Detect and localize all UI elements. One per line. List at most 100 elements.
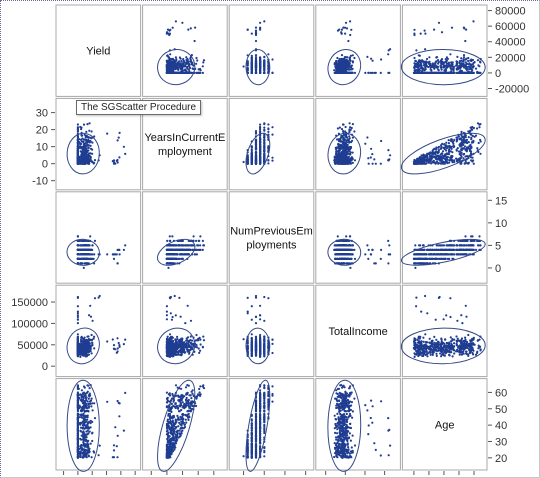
data-point (347, 68, 350, 71)
data-point (168, 71, 172, 74)
data-point (76, 155, 79, 158)
data-point (250, 59, 253, 63)
data-point (116, 248, 119, 251)
data-point (341, 150, 344, 153)
data-point (84, 136, 87, 139)
points (412, 20, 482, 74)
data-point (453, 71, 456, 74)
data-point (199, 67, 202, 71)
points (165, 20, 206, 74)
tick-label: -20000 (495, 84, 529, 96)
data-point (172, 59, 175, 63)
data-point (435, 60, 438, 63)
data-point (177, 71, 180, 74)
data-point (459, 71, 462, 74)
data-point (414, 160, 417, 164)
data-point (89, 235, 92, 238)
data-point (182, 58, 185, 61)
data-point (254, 148, 258, 151)
data-point (337, 149, 340, 152)
data-point (462, 56, 466, 59)
data-point (437, 146, 440, 149)
data-point (90, 137, 93, 140)
data-point (338, 139, 341, 143)
data-point (76, 127, 79, 130)
data-point (353, 71, 357, 74)
data-point (263, 129, 266, 132)
data-point (446, 64, 449, 67)
data-point (267, 64, 270, 67)
data-point (79, 138, 82, 141)
data-point (165, 60, 168, 63)
data-point (431, 160, 434, 163)
data-point (177, 66, 180, 69)
data-point (86, 150, 89, 154)
data-point (471, 156, 474, 159)
data-point (445, 62, 449, 65)
data-point (254, 69, 258, 72)
data-point (263, 69, 266, 72)
data-point (259, 59, 262, 63)
data-point (199, 248, 202, 251)
cell-frame (228, 4, 315, 97)
data-point (340, 152, 343, 156)
data-point (106, 253, 109, 256)
data-point (246, 162, 249, 165)
data-point (453, 159, 456, 162)
data-point (263, 71, 266, 74)
data-point (463, 152, 466, 156)
data-point (344, 135, 347, 138)
data-point (175, 59, 178, 62)
data-point (379, 71, 382, 74)
data-point (187, 28, 190, 31)
data-point (336, 161, 339, 164)
data-point (335, 59, 338, 63)
data-point (267, 130, 270, 133)
data-point (451, 151, 454, 154)
data-point (345, 56, 349, 59)
data-point (440, 158, 443, 161)
data-point (87, 146, 90, 149)
data-point (259, 161, 262, 164)
data-point (118, 253, 121, 256)
data-point (351, 61, 354, 64)
data-point (111, 253, 114, 256)
data-point (250, 67, 253, 70)
data-point (455, 68, 459, 71)
data-point (387, 71, 390, 74)
data-point (465, 141, 468, 144)
cell-0-4 (400, 4, 488, 97)
data-point (254, 141, 258, 144)
data-point (472, 162, 475, 165)
data-point (85, 130, 88, 133)
data-point (271, 71, 274, 74)
data-point (250, 145, 253, 148)
data-point (479, 71, 482, 74)
data-point (86, 244, 89, 247)
data-point (470, 150, 473, 153)
data-point (467, 59, 470, 63)
data-point (469, 148, 472, 151)
data-point (451, 159, 454, 162)
data-point (337, 159, 340, 162)
data-point (437, 68, 440, 71)
data-point (76, 145, 79, 148)
data-point (84, 253, 87, 256)
data-point (343, 138, 346, 141)
data-point (76, 162, 79, 165)
data-point (349, 54, 353, 57)
data-point (478, 126, 481, 129)
data-point (348, 68, 351, 71)
data-point (263, 158, 266, 161)
data-point (76, 138, 79, 141)
data-point (469, 146, 472, 149)
data-point (254, 26, 258, 29)
tick-label: 10 (36, 142, 48, 154)
data-point (116, 139, 119, 142)
data-point (440, 145, 443, 149)
data-point (447, 139, 450, 142)
data-point (423, 68, 426, 71)
data-point (271, 58, 274, 61)
data-point (254, 130, 258, 133)
